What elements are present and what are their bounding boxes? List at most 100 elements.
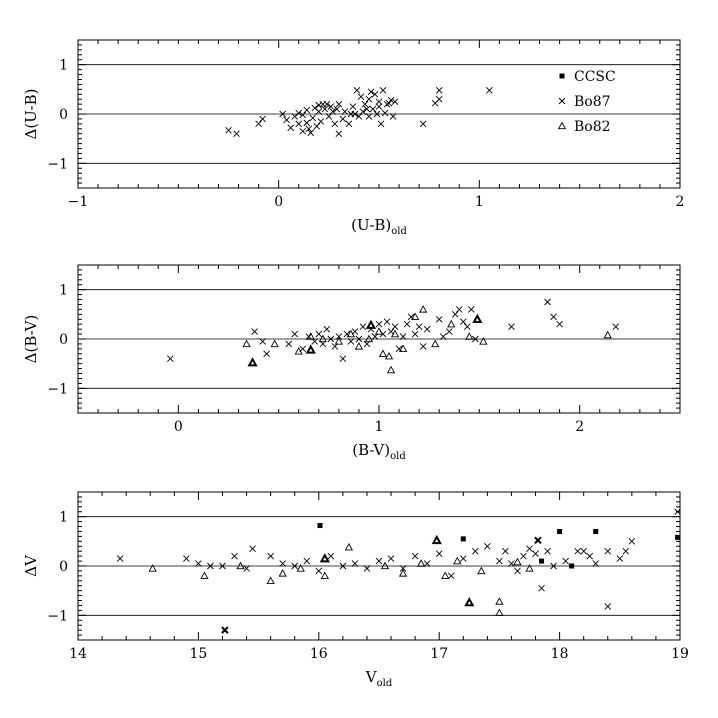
data-point	[513, 557, 522, 566]
data-point	[327, 335, 335, 343]
data-point	[472, 547, 479, 555]
data-point	[556, 320, 563, 328]
data-point	[319, 553, 330, 563]
data-point	[306, 332, 315, 340]
data-point	[399, 333, 407, 340]
series-bo87	[225, 87, 493, 138]
data-point	[675, 534, 681, 540]
data-point	[278, 569, 287, 577]
y-tick-label: 0	[59, 107, 68, 123]
data-point	[251, 328, 258, 335]
data-point	[380, 561, 390, 570]
data-point	[604, 603, 612, 610]
data-point	[580, 547, 587, 555]
data-point	[231, 552, 238, 560]
legend-marker	[559, 73, 565, 79]
data-point	[236, 561, 245, 570]
panel-1: −1 0 1 2 −1 0 1 (U-B)old Δ(U-B) CCSC Bo87 Bo82	[22, 39, 684, 237]
data-point	[320, 571, 329, 580]
data-point	[148, 564, 157, 572]
data-point	[616, 555, 624, 562]
data-point	[267, 552, 274, 560]
data-point	[622, 547, 630, 555]
data-point	[508, 560, 515, 567]
data-point	[455, 306, 463, 313]
data-point	[329, 108, 337, 115]
data-point	[447, 572, 455, 580]
data-point	[379, 87, 387, 94]
y-tick-label: −1	[47, 156, 68, 172]
data-point	[416, 559, 426, 567]
data-point	[381, 109, 389, 117]
y-tick-label: 1	[59, 510, 68, 526]
x-tick-label: 15	[189, 646, 207, 662]
data-point	[389, 113, 397, 120]
data-point	[374, 327, 384, 335]
x-tick-label: 2	[575, 419, 584, 435]
data-point	[418, 305, 428, 313]
data-point	[628, 538, 636, 545]
series-bo82	[148, 542, 534, 617]
data-point	[395, 345, 403, 353]
data-point	[472, 335, 479, 343]
data-point	[318, 334, 327, 343]
legend-label: CCSC	[574, 69, 616, 85]
data-point	[496, 557, 503, 565]
data-point	[574, 547, 581, 555]
data-point	[435, 95, 443, 103]
legend-marker	[558, 97, 566, 105]
panel-3: 14 15 16 17 18 19 −1 0 1 Vold ΔV	[22, 491, 689, 689]
series-ccsc	[317, 523, 681, 569]
data-point	[219, 562, 226, 570]
series-bo87	[166, 298, 620, 363]
x-tick-label: 1	[375, 419, 384, 435]
data-point	[325, 113, 333, 120]
data-point	[303, 119, 311, 127]
data-point	[327, 552, 335, 560]
data-point	[294, 347, 303, 355]
data-point	[309, 114, 317, 122]
y-tick-label: 1	[59, 58, 68, 74]
data-point	[411, 330, 419, 338]
data-point	[460, 536, 466, 542]
data-point	[411, 552, 419, 560]
series-bo82-bold	[247, 313, 483, 367]
data-point	[323, 325, 331, 333]
data-point	[287, 124, 295, 132]
data-point	[514, 567, 521, 575]
x-tick-label: 1	[475, 194, 484, 210]
y-tick-label: 0	[59, 559, 68, 575]
y-tick-label: −1	[47, 608, 68, 624]
data-point	[544, 547, 551, 555]
x-tick-label: 0	[174, 419, 183, 435]
data-point	[291, 562, 299, 570]
data-point	[335, 333, 343, 340]
data-point	[259, 338, 266, 345]
y-tick-label: 1	[59, 283, 68, 299]
data-point	[313, 123, 321, 130]
data-point	[365, 113, 373, 120]
data-point	[363, 565, 371, 572]
data-point	[464, 597, 475, 607]
series-bo87-bold	[221, 536, 542, 634]
data-point	[539, 558, 545, 564]
data-point	[386, 365, 396, 374]
legend: CCSC Bo87 Bo82	[557, 69, 616, 135]
data-point	[367, 88, 375, 96]
data-point	[419, 120, 427, 128]
data-point	[383, 318, 391, 326]
data-point	[296, 564, 305, 572]
data-point	[207, 562, 214, 570]
data-point	[557, 528, 563, 534]
data-point	[467, 306, 475, 313]
data-point	[364, 334, 374, 343]
data-point	[465, 332, 474, 340]
data-point	[398, 569, 408, 577]
data-point	[445, 328, 453, 335]
data-point	[544, 298, 551, 306]
data-point	[354, 342, 364, 350]
data-point	[347, 338, 355, 345]
data-point	[390, 329, 400, 338]
data-point	[346, 329, 356, 338]
data-point	[195, 560, 202, 567]
